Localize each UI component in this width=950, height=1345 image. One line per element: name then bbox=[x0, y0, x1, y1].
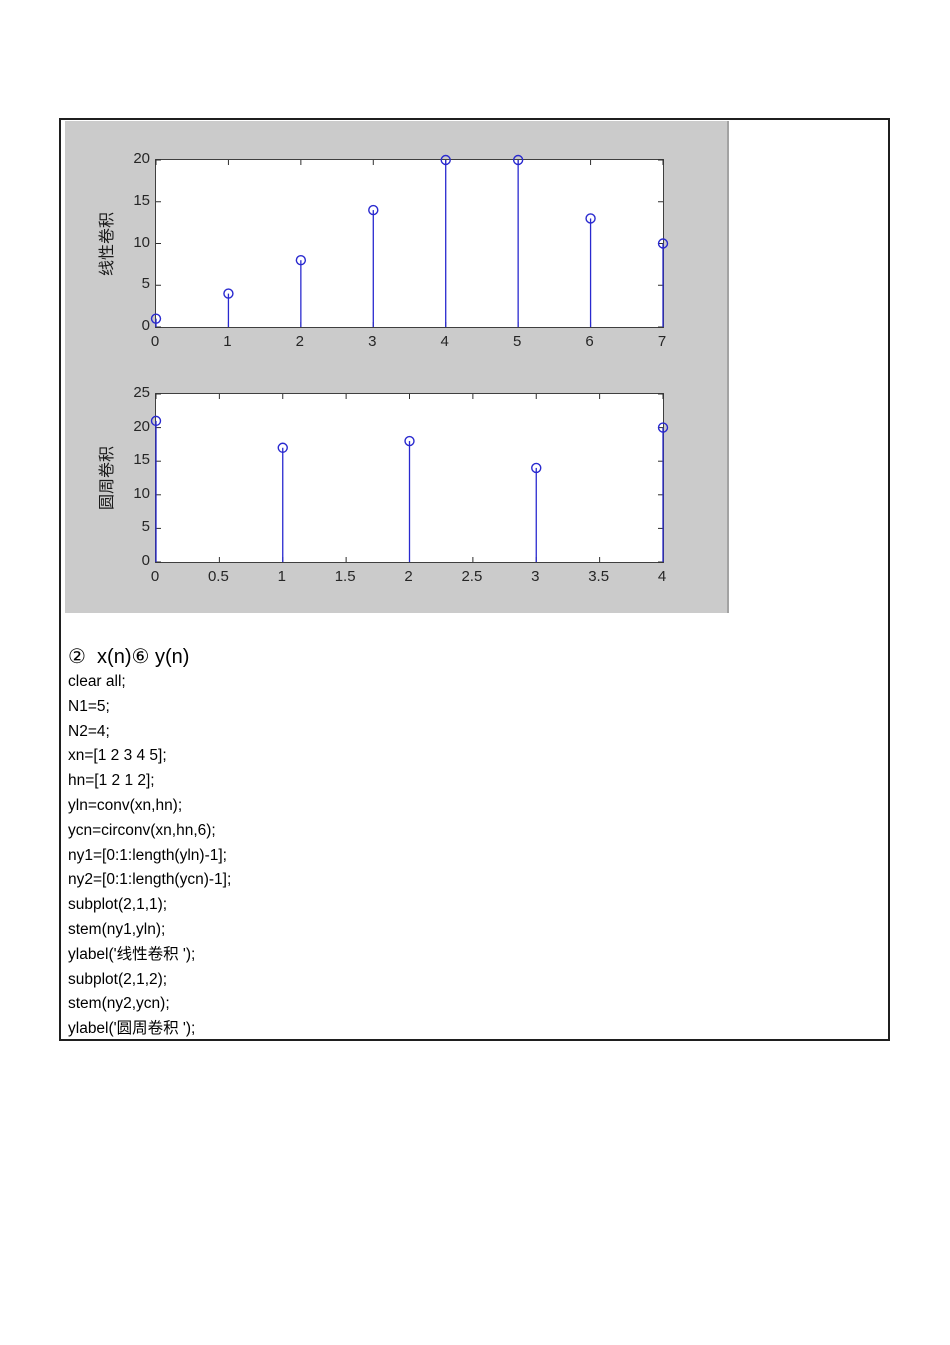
stem-marker bbox=[150, 313, 162, 324]
stem-marker bbox=[585, 213, 596, 224]
stem-marker bbox=[440, 154, 451, 166]
x-tick-label: 2 bbox=[295, 333, 305, 350]
matlab-figure: 线性卷积 圆周卷积 0 1 2 3 4 5 6 7 0 5 10 15 20 0 0.5 1 1.5 2 2.5 3 3… bbox=[65, 121, 729, 613]
stem-marker bbox=[512, 154, 524, 166]
stem-chart-canvas bbox=[150, 154, 669, 328]
x-tick-label: 0 bbox=[150, 568, 160, 585]
y-tick-label: 20 bbox=[133, 417, 150, 435]
x-tick-label: 5 bbox=[512, 333, 522, 350]
code-line: hn=[1 2 1 2]; bbox=[68, 772, 155, 790]
code-line: clear all; bbox=[68, 673, 126, 690]
y-tick-label: 0 bbox=[141, 552, 150, 569]
code-line: xn=[1 2 3 4 5]; bbox=[68, 747, 167, 765]
x-tick-label: 2.5 bbox=[461, 568, 483, 585]
x-tick-label: 3.5 bbox=[588, 568, 610, 585]
y-tick-label: 5 bbox=[141, 275, 150, 293]
x-tick-label: 4 bbox=[440, 333, 449, 350]
stem-chart-canvas bbox=[150, 393, 669, 563]
x-tick-label: 1 bbox=[223, 333, 232, 350]
stem-marker bbox=[295, 254, 307, 266]
stem-marker bbox=[150, 415, 162, 427]
y-tick-label: 15 bbox=[133, 191, 150, 209]
x-tick-label: 0.5 bbox=[207, 568, 229, 585]
y-tick-label: 25 bbox=[133, 384, 150, 401]
y-tick-label: 0 bbox=[141, 317, 150, 334]
code-line: stem(ny1,yln); bbox=[68, 920, 166, 938]
stem-marker bbox=[277, 442, 288, 453]
x-tick-label: 7 bbox=[657, 333, 667, 350]
stem-marker bbox=[657, 422, 669, 433]
x-tick-label: 6 bbox=[585, 333, 594, 350]
code-block: clear all; N1=5; N2=4; xn=[1 2 3 4 5]; hn=[1… bbox=[68, 670, 231, 1042]
y-tick-label: 10 bbox=[133, 233, 150, 251]
stem-marker bbox=[223, 288, 234, 299]
code-line: ny2=[0:1:length(ycn)-1]; bbox=[68, 871, 232, 889]
stem-marker bbox=[404, 435, 415, 447]
y-tick-label: 5 bbox=[141, 518, 150, 536]
x-tick-label: 0 bbox=[150, 333, 160, 350]
code-line: ylabel('线性卷积 '); bbox=[68, 945, 196, 963]
x-tick-label: 3 bbox=[368, 333, 377, 350]
code-line: subplot(2,1,2); bbox=[68, 970, 168, 988]
x-tick-label: 2 bbox=[404, 568, 413, 585]
section-heading: ② x(n)⑥ y(n) bbox=[68, 646, 190, 668]
y-tick-label: 10 bbox=[133, 484, 150, 502]
x-tick-label: 1.5 bbox=[334, 568, 356, 585]
y-tick-label: 15 bbox=[133, 451, 150, 469]
stem-plot-circular-convolution bbox=[150, 393, 669, 563]
code-line: ycn=circonv(xn,hn,6); bbox=[68, 821, 216, 839]
stem-marker bbox=[531, 462, 542, 474]
stem-marker bbox=[368, 204, 379, 216]
y-tick-label: 20 bbox=[133, 150, 150, 167]
code-line: N1=5; bbox=[68, 697, 110, 715]
x-tick-label: 1 bbox=[277, 568, 286, 585]
code-line: ny1=[0:1:length(yln)-1]; bbox=[68, 846, 227, 864]
stem-marker bbox=[657, 238, 669, 249]
code-line: subplot(2,1,1); bbox=[68, 896, 168, 914]
code-line: N2=4; bbox=[68, 722, 110, 740]
x-tick-label: 3 bbox=[531, 568, 540, 585]
stem-plot-linear-convolution bbox=[150, 154, 669, 328]
code-line: ylabel('圆周卷积 '); bbox=[68, 1020, 196, 1038]
code-line: stem(ny2,ycn); bbox=[68, 995, 170, 1013]
x-tick-label: 4 bbox=[657, 568, 667, 585]
code-line: yln=conv(xn,hn); bbox=[68, 796, 183, 814]
